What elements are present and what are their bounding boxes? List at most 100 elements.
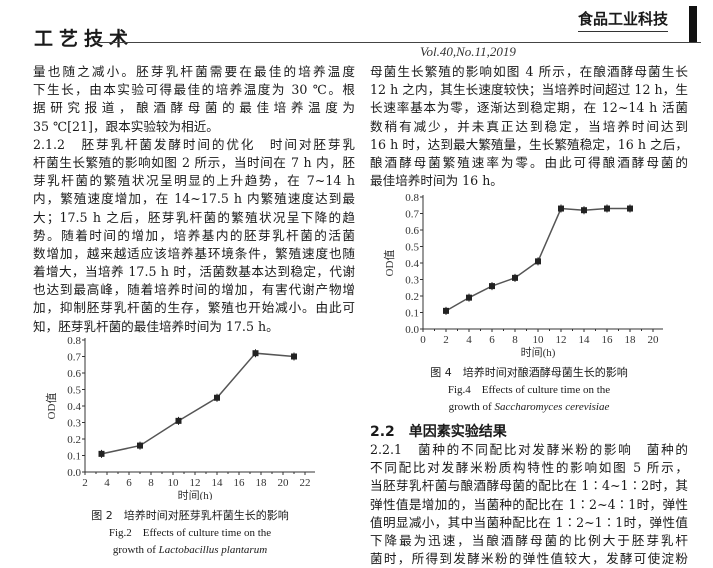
x-tick-label: 20 bbox=[648, 334, 660, 346]
figure-2-caption: 图 2 培养时间对胚芽乳杆菌生长的影响 Fig.2 Effects of cul… bbox=[40, 507, 340, 560]
y-tick-label: 0.8 bbox=[67, 335, 81, 347]
x-tick-label: 14 bbox=[579, 334, 591, 346]
y-tick-label: 0.3 bbox=[405, 275, 419, 287]
right-column-text: 母菌生长繁殖的影响如图 4 所示，在酿酒酵母菌生长 12 h 之内，其生长速度较快… bbox=[370, 63, 688, 190]
y-axis-label: OD值 bbox=[383, 250, 396, 277]
text-line: 内，繁殖速度增加，在 14~17.5 h 内繁殖速度达到最 bbox=[33, 191, 355, 207]
y-tick-label: 0.2 bbox=[405, 291, 419, 303]
text-line: 不同配比对发酵米粉质构特性的影响如图 5 所示， bbox=[370, 460, 688, 476]
figure-4-caption: 图 4 培养时间对酿酒酵母菌生长的影响 Fig.4 Effects of cul… bbox=[370, 364, 688, 417]
y-tick-label: 0.6 bbox=[67, 368, 81, 380]
y-tick-label: 0.4 bbox=[67, 401, 81, 413]
caption-cn: 图 4 培养时间对酿酒酵母菌生长的影响 bbox=[430, 366, 628, 379]
data-point bbox=[466, 294, 472, 301]
header-bar bbox=[689, 6, 697, 42]
y-axis-label: OD值 bbox=[45, 393, 58, 420]
figure-4-chart: 0 2 4 6 8 10 12 14 16 18 20 0.0 0.1 0.2 0.3 0.4 0.5 0.6 0.… bbox=[383, 192, 663, 359]
text-line: 数稍有减少，并未真正达到稳定，当培养时间达到 bbox=[370, 118, 688, 134]
data-point bbox=[604, 205, 610, 212]
x-tick-label: 18 bbox=[625, 334, 637, 346]
text-line: 杆菌生长繁殖的影响如图 2 所示，当时间在 7 h 内，胚 bbox=[33, 154, 355, 170]
y-tick-label: 0.1 bbox=[405, 308, 419, 320]
data-point bbox=[535, 258, 541, 265]
x-tick-label: 6 bbox=[489, 334, 495, 346]
data-point bbox=[512, 274, 518, 281]
text-line: 大；17.5 h 之后，胚芽乳杆菌的繁殖状况呈下降的趋 bbox=[33, 209, 355, 225]
x-tick-label: 16 bbox=[234, 477, 246, 489]
x-tick-label: 12 bbox=[190, 477, 201, 489]
x-tick-label: 4 bbox=[466, 334, 472, 346]
text-line: 母菌生长繁殖的影响如图 4 所示，在酿酒酵母菌生长 bbox=[370, 64, 688, 79]
text-line: 酿酒酵母菌繁殖速率为零。由此可得酿酒酵母菌的 bbox=[370, 154, 688, 170]
data-point bbox=[137, 442, 143, 449]
text-line: 芽乳杆菌的繁殖状况呈明显的上升趋势，在 7~14 h bbox=[33, 173, 355, 189]
x-tick-label: 20 bbox=[278, 477, 290, 489]
right-column-text-2: 2.2.1 菌种的不同配比对发酵米粉的影响 菌种的 不同配比对发酵米粉质构特性的影… bbox=[370, 441, 688, 568]
caption-en: Fig.4 Effects of culture time on the bbox=[447, 383, 611, 396]
y-tick-label: 0.3 bbox=[67, 418, 81, 430]
x-tick-label: 14 bbox=[212, 477, 224, 489]
x-tick-label: 8 bbox=[148, 477, 154, 489]
journal-logo: 食品工业科技 bbox=[578, 8, 669, 32]
x-tick-label: 18 bbox=[256, 477, 268, 489]
data-point bbox=[175, 417, 182, 424]
x-tick-label: 12 bbox=[556, 334, 567, 346]
x-tick-label: 16 bbox=[602, 334, 614, 346]
y-tick-label: 0.2 bbox=[67, 434, 81, 446]
x-tick-label: 10 bbox=[168, 477, 180, 489]
text-line: 下降最为迅速，当酿酒酵母菌的比例大于胚芽乳杆 bbox=[370, 532, 688, 548]
text-line: 35 ℃[21]，跟本实验较为相近。 bbox=[33, 118, 219, 134]
caption-en: Fig.2 Effects of culture time on the bbox=[108, 526, 272, 539]
y-tick-label: 0.4 bbox=[405, 258, 419, 270]
data-point bbox=[98, 450, 105, 457]
x-tick-label: 0 bbox=[420, 334, 426, 346]
data-point bbox=[581, 207, 587, 214]
text-line: 势。随着时间的增加，培养基内的胚芽乳杆菌的活菌 bbox=[33, 227, 355, 243]
data-point bbox=[558, 205, 564, 212]
x-tick-label: 22 bbox=[300, 477, 311, 489]
text-line: 2.1.2 胚芽乳杆菌发酵时间的优化 时间对胚芽乳 bbox=[33, 136, 355, 152]
y-tick-label: 0.1 bbox=[67, 451, 81, 463]
left-column-text: 量也随之减小。胚芽乳杆菌需要在最佳的培养温度 下生长，由本实验可得最佳的培养温度为… bbox=[33, 63, 355, 336]
data-line bbox=[101, 352, 295, 455]
x-tick-label: 4 bbox=[104, 477, 110, 489]
text-line: 菌时，所得到发酵米粉的弹性值较大，发酵可使淀粉 bbox=[370, 551, 688, 567]
data-point bbox=[627, 205, 633, 212]
text-line: 16 h 时，达到最大繁殖量，生长繁殖稳定，16 h 之后， bbox=[370, 136, 688, 152]
species-name: Saccharomyces cerevisiae bbox=[494, 401, 610, 413]
text-line: 弹性值是增加的，当菌种的配比在 1∶2~4∶1时，弹性 bbox=[370, 496, 688, 512]
y-tick-label: 0.7 bbox=[405, 209, 419, 221]
y-tick-label: 0.7 bbox=[67, 352, 81, 364]
section-heading: 2.2 单因素实验结果 bbox=[370, 424, 507, 440]
y-tick-label: 0.0 bbox=[67, 467, 81, 479]
x-tick-label: 10 bbox=[533, 334, 545, 346]
species-name: Lactobacillus plantarum bbox=[158, 544, 268, 556]
text-line: 长速率基本为零，逐渐达到稳定期，在 12~14 h 活菌 bbox=[370, 100, 688, 116]
header-rule bbox=[95, 42, 701, 43]
text-line: 加，抑制胚芽乳杆菌的生存，繁殖也开始减小。由此可 bbox=[33, 300, 355, 316]
text-line: 下生长，由本实验可得最佳的培养温度为 30 ℃。根 bbox=[33, 82, 355, 98]
figure-2-chart: 2 4 6 8 10 12 14 16 18 20 22 0.0 0.1 0.2 0.3 0.4 0.5 0.6 0… bbox=[45, 335, 315, 500]
y-tick-label: 0.0 bbox=[405, 324, 419, 336]
text-line: 最佳培养时间为 16 h。 bbox=[370, 173, 503, 189]
data-point bbox=[291, 353, 297, 360]
x-axis-label: 时间(h) bbox=[521, 346, 556, 359]
data-point bbox=[252, 350, 259, 357]
text-line: 值明显减小，其中当菌种配比在 1∶2~1∶1时，弹性值 bbox=[370, 514, 688, 530]
text-line: 数增加，越来越适应该培养基环境条件，繁殖速度也随 bbox=[33, 245, 355, 261]
y-tick-label: 0.6 bbox=[405, 225, 419, 237]
y-tick-label: 0.5 bbox=[405, 242, 419, 254]
data-point bbox=[489, 283, 495, 290]
x-tick-label: 2 bbox=[443, 334, 449, 346]
data-point bbox=[214, 394, 220, 401]
text-line: 12 h 之内，其生长速度较快；当培养时间超过 12 h，生 bbox=[370, 82, 688, 98]
caption-cn: 图 2 培养时间对胚芽乳杆菌生长的影响 bbox=[91, 509, 289, 522]
x-tick-label: 8 bbox=[512, 334, 518, 346]
x-axis-label: 时间(h) bbox=[178, 489, 213, 500]
text-line: 知，胚芽乳杆菌的最佳培养时间为 17.5 h。 bbox=[33, 318, 279, 334]
text-line: 着增大，当培养 17.5 h 时，活菌数基本达到稳定，代谢 bbox=[33, 264, 355, 280]
caption-en-2: growth of Lactobacillus plantarum bbox=[112, 544, 268, 556]
y-tick-label: 0.8 bbox=[405, 192, 419, 204]
text-line: 也达到最高峰，随着培养时间的增加，有害代谢产物增 bbox=[33, 282, 355, 298]
volume-info: Vol.40,No.11,2019 bbox=[420, 44, 516, 59]
